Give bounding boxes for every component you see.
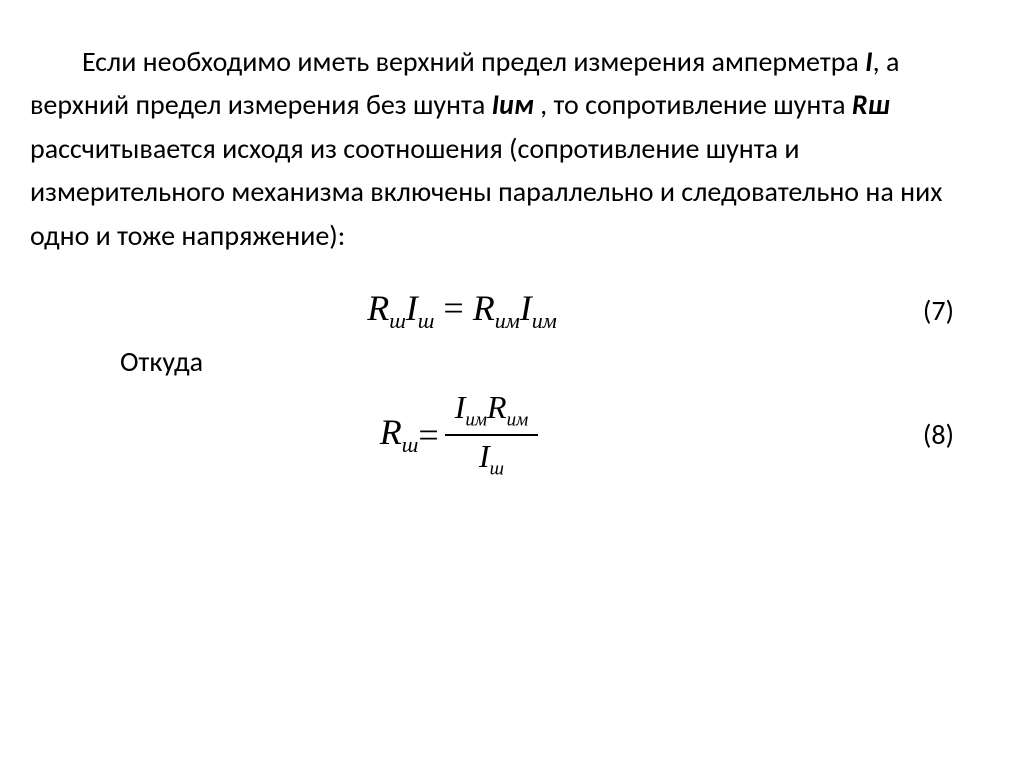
equation-7-row: RшIш = RимIим (7): [30, 287, 994, 334]
para-text-3: , то сопротивление шунта: [534, 87, 852, 122]
equation-7: RшIш = RимIим: [30, 287, 894, 334]
symbol-Rsh: Rш: [852, 87, 890, 122]
eq7-Iim-sub: им: [532, 308, 557, 333]
symbol-Iim: Iим: [492, 87, 534, 122]
eq7-Rsh-sub: ш: [389, 308, 406, 333]
eq8-Rsh-sub: ш: [402, 432, 419, 457]
equation-8-number: (8): [894, 417, 994, 452]
eq7-Ish-sub: ш: [418, 308, 435, 333]
eq8-equals: =: [418, 414, 438, 456]
otkuda-label: Откуда: [30, 344, 994, 379]
eq7-Rsh-R: R: [367, 288, 389, 328]
para-text-4: рассчитывается исходя из соотношения (со…: [30, 131, 942, 253]
eq8-den-Isub: ш: [490, 458, 504, 479]
eq8-num-R: R: [487, 389, 507, 425]
eq7-Rim-sub: им: [495, 308, 520, 333]
main-paragraph: Если необходимо иметь верхний предел изм…: [30, 40, 994, 257]
eq8-num-Isub: им: [465, 410, 487, 431]
eq7-Rim-R: R: [473, 288, 495, 328]
equation-7-number: (7): [894, 293, 994, 328]
symbol-I: I: [865, 44, 872, 79]
eq8-den-I: I: [479, 438, 490, 474]
para-text-1: Если необходимо иметь верхний предел изм…: [82, 44, 865, 79]
eq8-num-I: I: [455, 389, 466, 425]
eq8-num-Rsub: им: [507, 410, 529, 431]
eq7-equals: =: [434, 288, 472, 328]
equation-8: Rш = IимRим Iш: [30, 389, 894, 480]
eq8-Rsh-R: R: [380, 412, 402, 452]
eq7-Ish-I: I: [406, 288, 418, 328]
equation-8-row: Rш = IимRим Iш (8): [30, 389, 994, 480]
eq8-denominator: Iш: [445, 436, 538, 480]
eq8-fraction: IимRим Iш: [445, 389, 538, 480]
eq8-numerator: IимRим: [445, 389, 538, 435]
eq7-Iim-I: I: [520, 288, 532, 328]
